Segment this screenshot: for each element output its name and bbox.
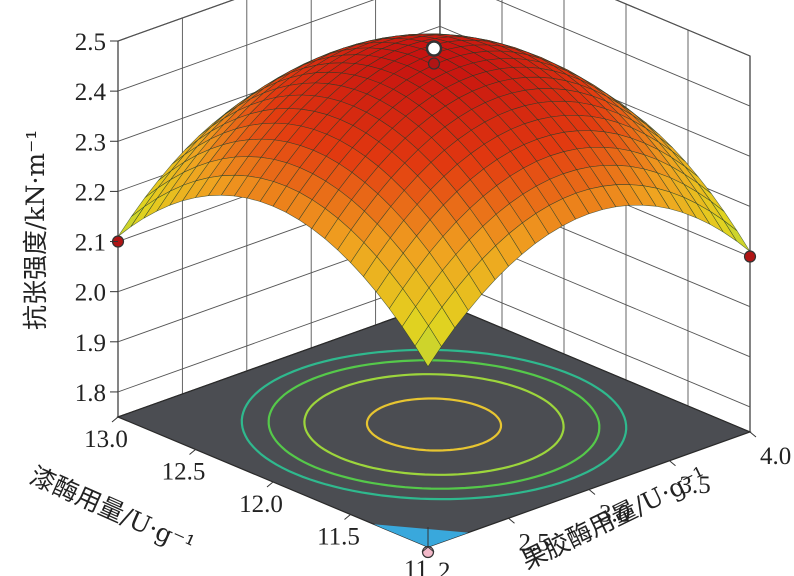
- z-gridline: [117, 25, 751, 157]
- y-tick-label: 2: [438, 558, 451, 576]
- x-tick-label: 13.0: [84, 426, 128, 453]
- x-tick-mark: [111, 416, 119, 423]
- floor-corner-accent: [373, 524, 469, 547]
- floor-contours: [240, 348, 628, 501]
- z-tick-label: 1.8: [75, 380, 106, 407]
- y-tick-label: 3.5: [680, 472, 711, 499]
- y-tick-mark: [669, 460, 676, 467]
- y-tick-mark: [427, 546, 435, 553]
- design-point: [743, 250, 757, 263]
- contour-line: [240, 348, 628, 501]
- y-tick-mark: [749, 431, 757, 438]
- y-tick-label: 3.0: [599, 501, 630, 528]
- contour-line: [267, 359, 601, 490]
- contour-line: [365, 397, 503, 452]
- x-tick-mark: [421, 546, 429, 553]
- y-tick-label: 2.5: [519, 529, 550, 556]
- surface-patch: [414, 325, 442, 368]
- x-tick-mark: [344, 514, 351, 520]
- z-tick-label: 2.2: [75, 179, 106, 206]
- design-point: [425, 40, 443, 57]
- z-tick-label: 2.1: [75, 230, 106, 257]
- z-axis-title: 抗张强度/kN·m⁻¹: [21, 130, 50, 330]
- y-tick-mark: [588, 489, 596, 495]
- z-tick-label: 2.0: [75, 280, 106, 307]
- x-tick-mark: [189, 449, 196, 455]
- x-tick-label: 12.5: [162, 459, 206, 486]
- x-tick-label: 11.5: [317, 524, 360, 551]
- z-tick-label: 1.9: [75, 330, 106, 357]
- z-gridline: [117, 0, 751, 57]
- surface-mesh: [117, 33, 751, 368]
- y-tick-label: 4.0: [760, 443, 791, 470]
- x-tick-mark: [266, 481, 274, 488]
- y-tick-mark: [508, 517, 515, 524]
- z-gridline: [117, 0, 751, 107]
- tick-labels: 1.8 1.9 2.0 2.1 2.2 2.3 2.4 2.5 13.0 12.5 12.0 11.5…: [75, 29, 792, 576]
- z-tick-label: 2.4: [75, 79, 107, 106]
- design-point: [427, 57, 441, 70]
- x-tick-label: 11: [404, 556, 428, 576]
- z-tick-label: 2.5: [75, 29, 106, 56]
- x-tick-label: 12.0: [239, 491, 283, 518]
- contour-line: [303, 373, 565, 476]
- z-tick-label: 2.3: [75, 129, 106, 156]
